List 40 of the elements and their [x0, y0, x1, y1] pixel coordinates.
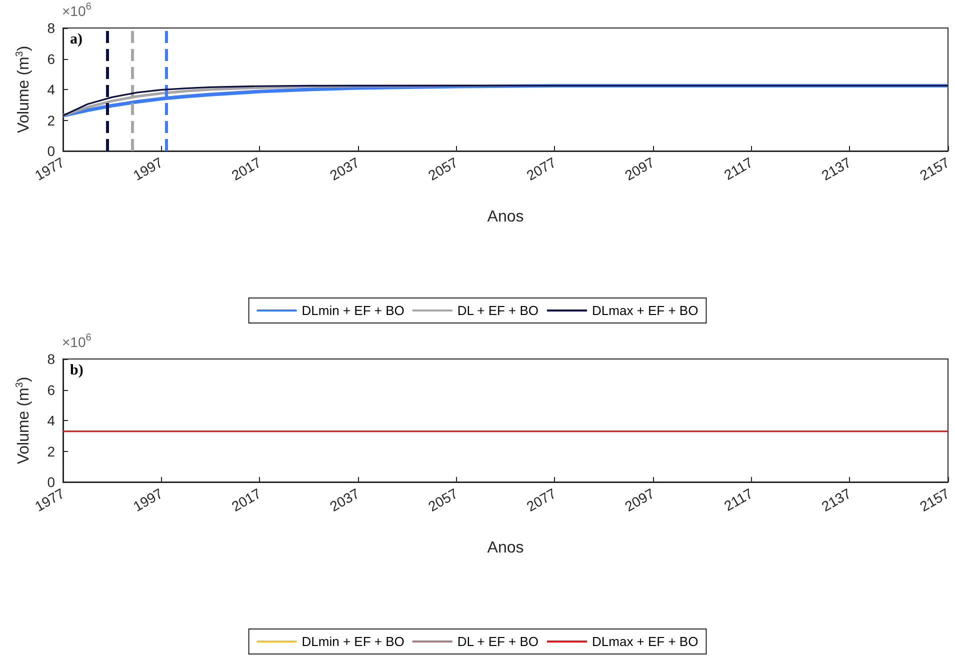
x-tick-label: 2157 [917, 484, 952, 514]
x-tick-label: 2137 [818, 154, 854, 184]
x-tick-label: 2077 [524, 484, 559, 514]
y-tick-label: 6 [47, 382, 56, 398]
y-tick-label: 6 [47, 50, 56, 67]
x-tick-label: 2037 [327, 484, 362, 514]
x-tick-label: 2077 [524, 154, 559, 184]
legend-label: DLmax + EF + BO [592, 634, 698, 649]
y-axis-title: Volume (m3) [14, 46, 32, 134]
y-tick-label: 2 [47, 112, 56, 128]
y-tick-label: 0 [47, 143, 56, 159]
x-axis-title: Anos [487, 540, 524, 556]
x-tick-label: 2017 [228, 484, 264, 514]
legend-label: DLmin + EF + BO [302, 634, 404, 649]
x-tick-label: 2117 [721, 484, 756, 514]
annotation: a) [70, 32, 82, 48]
y-tick-label: 0 [47, 474, 56, 490]
y-tick-label: 2 [47, 443, 56, 460]
legend-label: DL + EF + BO [457, 303, 539, 318]
x-tick-label: 2057 [425, 154, 461, 184]
x-axis-title: Anos [487, 208, 524, 226]
x-tick-label: 2137 [818, 484, 854, 514]
y-tick-label: 4 [47, 82, 56, 98]
legend-label: DL + EF + BO [457, 634, 539, 649]
legend-label: DLmax + EF + BO [592, 303, 698, 318]
y-tick-label: 8 [47, 20, 56, 36]
y-axis-title: Volume (m3) [14, 376, 32, 464]
x-tick-label: 2157 [917, 154, 952, 184]
x-tick-label: 2057 [425, 484, 461, 514]
x-tick-label: 2037 [327, 154, 362, 184]
legend-label: DLmin + EF + BO [302, 303, 404, 318]
x-tick-label: 1997 [130, 154, 166, 184]
x-tick-label: 2017 [228, 154, 264, 184]
x-tick-label: 2097 [622, 484, 658, 514]
annotation: b) [70, 362, 84, 378]
x-tick-label: 2097 [622, 154, 658, 184]
x-tick-label: 1997 [130, 484, 166, 514]
y-tick-label: 4 [47, 412, 56, 428]
y-tick-label: 8 [47, 351, 56, 367]
x-tick-label: 2117 [721, 154, 756, 183]
